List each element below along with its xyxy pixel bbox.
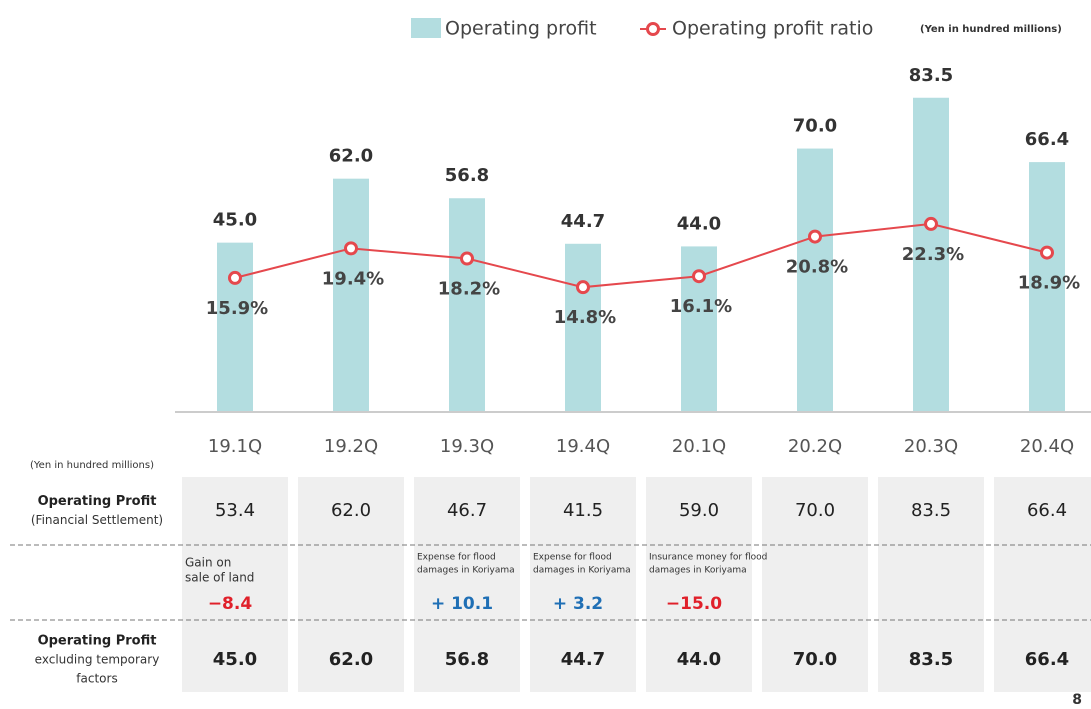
table-column xyxy=(878,477,984,692)
table-column xyxy=(182,477,288,692)
x-tick-label: 20.3Q xyxy=(904,436,958,457)
table-cell: 62.0 xyxy=(329,649,373,670)
table-cell: 62.0 xyxy=(331,500,371,521)
ratio-label: 22.3% xyxy=(902,244,964,265)
table-column xyxy=(646,477,752,692)
bar-label: 83.5 xyxy=(909,65,953,86)
row-label: factors xyxy=(76,672,117,686)
adjustment-note: Expense for flood xyxy=(533,553,612,563)
row-label: excluding temporary xyxy=(35,653,160,667)
adjustment-note: sale of land xyxy=(185,571,254,585)
table-cell: 83.5 xyxy=(911,500,951,521)
table-cell: 53.4 xyxy=(215,500,255,521)
x-tick-label: 20.1Q xyxy=(672,436,726,457)
row-label: Operating Profit xyxy=(38,494,157,509)
bar-label: 45.0 xyxy=(213,210,257,231)
x-tick-label: 19.4Q xyxy=(556,436,610,457)
bar xyxy=(217,242,253,412)
legend-label: Operating profit xyxy=(445,18,597,40)
table-cell: 70.0 xyxy=(795,500,835,521)
bar xyxy=(449,198,485,412)
adjustment-note: damages in Koriyama xyxy=(649,566,747,576)
ratio-label: 15.9% xyxy=(206,298,268,319)
table-column xyxy=(762,477,868,692)
adjustment-value: −8.4 xyxy=(208,594,253,614)
ratio-marker xyxy=(228,270,242,285)
x-tick-label: 19.3Q xyxy=(440,436,494,457)
page-number: 8 xyxy=(1072,692,1082,708)
ratio-marker xyxy=(344,241,358,256)
ratio-marker xyxy=(1040,245,1054,260)
unit-note: (Yen in hundred millions) xyxy=(920,24,1062,35)
table-unit-note: (Yen in hundred millions) xyxy=(30,460,154,471)
bar xyxy=(333,178,369,412)
bar xyxy=(797,148,833,412)
x-tick-label: 19.1Q xyxy=(208,436,262,457)
adjustment-note: Expense for flood xyxy=(417,553,496,563)
bar-label: 44.7 xyxy=(561,211,605,232)
table-cell: 44.0 xyxy=(677,649,721,670)
ratio-line xyxy=(234,222,1048,289)
adjustment-value: + 3.2 xyxy=(553,594,603,614)
bar-label: 70.0 xyxy=(793,116,837,137)
x-tick-label: 19.2Q xyxy=(324,436,378,457)
table-column xyxy=(994,477,1091,692)
ratio-marker xyxy=(576,280,590,295)
adjustment-value: + 10.1 xyxy=(431,594,493,614)
bar xyxy=(913,97,949,412)
table-cell: 66.4 xyxy=(1025,649,1069,670)
adjustment-note: damages in Koriyama xyxy=(417,566,515,576)
adjustment-note: damages in Koriyama xyxy=(533,566,631,576)
bar xyxy=(1029,162,1065,412)
row-label: Operating Profit xyxy=(38,634,157,649)
table-cell: 44.7 xyxy=(561,649,605,670)
ratio-label: 16.1% xyxy=(670,296,732,317)
table-cell: 59.0 xyxy=(679,500,719,521)
table-column xyxy=(298,477,404,692)
ratio-label: 14.8% xyxy=(554,307,616,328)
table-cell: 41.5 xyxy=(563,500,603,521)
ratio-label: 20.8% xyxy=(786,257,848,278)
x-tick-label: 20.4Q xyxy=(1020,436,1074,457)
table-cell: 70.0 xyxy=(793,649,837,670)
adjustment-note: Gain on xyxy=(185,556,231,570)
table-cell: 56.8 xyxy=(445,649,489,670)
bar-label: 66.4 xyxy=(1025,129,1069,150)
table-cell: 46.7 xyxy=(447,500,487,521)
ratio-marker xyxy=(924,216,938,231)
x-tick-label: 20.2Q xyxy=(788,436,842,457)
bar-label: 62.0 xyxy=(329,146,373,167)
table-column xyxy=(414,477,520,692)
ratio-label: 19.4% xyxy=(322,268,384,289)
ratio-label: 18.9% xyxy=(1018,273,1080,294)
bar-label: 44.0 xyxy=(677,213,721,234)
ratio-marker xyxy=(692,269,706,284)
adjustment-value: −15.0 xyxy=(666,594,722,614)
legend-label: Operating profit ratio xyxy=(672,18,873,40)
table-column xyxy=(530,477,636,692)
ratio-marker xyxy=(460,251,474,266)
bar-label: 56.8 xyxy=(445,165,489,186)
table-cell: 45.0 xyxy=(213,649,257,670)
table-cell: 66.4 xyxy=(1027,500,1067,521)
ratio-marker xyxy=(808,229,822,244)
legend-swatch xyxy=(411,18,441,38)
adjustment-note: Insurance money for flood xyxy=(649,553,767,563)
legend-marker xyxy=(646,22,660,36)
ratio-label: 18.2% xyxy=(438,279,500,300)
row-label: (Financial Settlement) xyxy=(31,513,163,527)
bar xyxy=(565,243,601,412)
table-cell: 83.5 xyxy=(909,649,953,670)
